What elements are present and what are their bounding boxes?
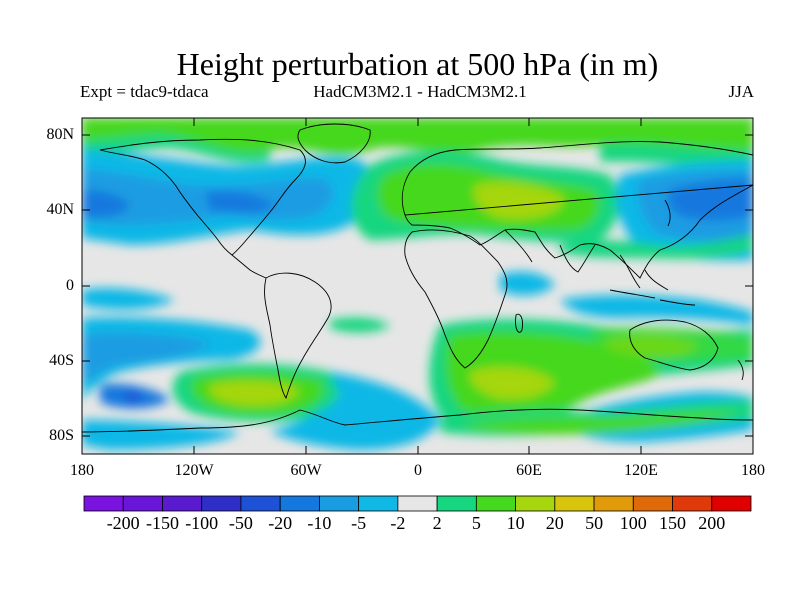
colorbar-swatch [83,495,124,512]
colorbar-label: -150 [146,513,179,533]
colorbar-swatch [436,495,477,512]
x-label-60e: 60E [516,462,542,479]
colorbar-swatch [319,495,360,512]
colorbar-label: 150 [659,513,686,533]
chart-title: Height perturbation at 500 hPa (in m) [176,46,659,82]
colorbar-swatch [201,495,242,512]
coast-antarctica [82,408,753,433]
coast-madagascar [515,313,523,333]
x-label-0: 0 [414,462,422,479]
x-label-60w: 60W [290,462,322,479]
region-sindian-yellow [469,367,555,400]
colorbar-label: 200 [698,513,726,533]
colorbar-label: -5 [351,513,367,533]
y-label-40s: 40S [49,352,74,369]
x-ticks [81,118,754,454]
y-ticks [82,134,753,437]
region-arctic-green-east [600,143,753,166]
y-label-80n: 80N [46,126,74,143]
region-sh-negative-core [82,332,210,385]
colorbar-swatch [240,495,281,512]
colorbar-label: 2 [432,513,442,533]
season-label: JJA [728,82,754,101]
colorbar-swatch [397,495,438,512]
colorbar-swatch [162,495,203,512]
colorbar-label: -20 [268,513,293,533]
region-sp-south-neg [82,420,240,450]
colorbar-label: -10 [307,513,332,533]
coast-japan [664,199,671,227]
region-namerica-core [205,190,275,214]
region-tropical-blue-2 [82,288,175,310]
region-tropical-green-2 [330,317,390,333]
x-label-120e: 120E [624,462,658,479]
colorbar-swatch [475,495,516,512]
x-label-120w: 120W [174,462,214,479]
x-label-180w: 180 [70,462,94,479]
region-caspian-yellow [473,182,565,220]
coast-new-zealand [737,359,744,381]
coast-greenland [297,123,371,164]
region-npacific-core [82,190,130,218]
region-tropical-blue-1 [500,271,555,296]
coast-africa [404,229,508,369]
region-sh-negative-deep [124,391,142,403]
y-label-80s: 80S [49,427,74,444]
colorbar-swatch [711,495,752,512]
region-arctic-light-green [82,134,270,163]
region-eastasia-core [667,179,753,221]
colorbar-label: 50 [585,513,604,533]
region-antarctic-green-2 [460,411,740,435]
region-arctic-positive [82,118,753,155]
colorbar-label: 5 [471,513,481,533]
coast-se-asia [609,254,696,306]
colorbar-label: -2 [390,513,406,533]
colorbar-label: -100 [185,513,219,533]
y-label-40n: 40N [46,201,74,218]
experiment-label: Expt = tdac9-tdaca [80,82,209,101]
x-label-180e: 180 [741,462,765,479]
coast-arabia-india [504,229,596,273]
coast-eurasia [401,141,753,279]
colorbar-swatch [358,495,399,512]
coast-central-america [231,254,267,279]
region-australia-green [590,325,753,362]
colorbar [83,495,752,512]
region-tropical-blue-3 [560,295,753,325]
colorbar-swatch [632,495,673,512]
colorbar-label: -200 [106,513,140,533]
colorbar-label: 10 [506,513,525,533]
colorbar-swatch [515,495,556,512]
colorbar-swatch [279,495,320,512]
model-label: HadCM3M2.1 - HadCM3M2.1 [313,82,527,101]
region-tropical-green-1 [560,235,753,259]
coast-north-america [99,138,306,256]
region-southernocean-negative [270,372,440,450]
coastlines [82,123,753,433]
colorbar-swatch [593,495,634,512]
colorbar-label: 100 [619,513,647,533]
colorbar-swatch [672,495,713,512]
coast-australia [629,319,719,371]
colorbar-swatch [122,495,163,512]
colorbar-label: -50 [228,513,253,533]
region-spacific-yellow [209,380,300,406]
map-field [82,118,753,454]
colorbar-label: 20 [545,513,564,533]
colorbar-swatch [554,495,595,512]
coast-south-america [264,272,332,400]
y-label-0: 0 [66,277,74,294]
